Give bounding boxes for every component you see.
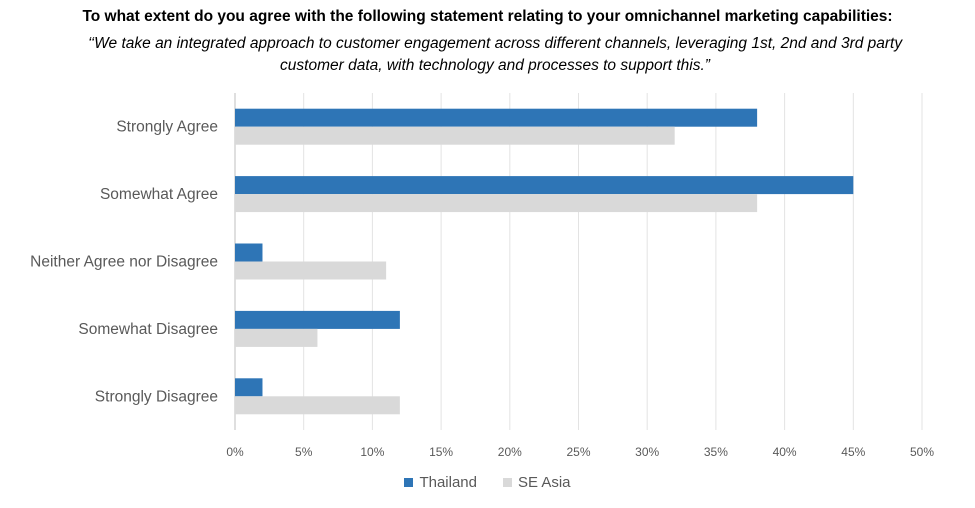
bar-se-asia xyxy=(235,261,387,280)
bar-thailand xyxy=(235,378,263,397)
category-label: Somewhat Agree xyxy=(100,186,218,203)
legend-item-se-asia[interactable]: SE Asia xyxy=(503,474,571,491)
x-tick-label: 40% xyxy=(773,445,797,459)
x-tick-label: 15% xyxy=(429,445,453,459)
category-label: Neither Agree nor Disagree xyxy=(30,254,218,271)
category-label: Somewhat Disagree xyxy=(78,321,218,338)
x-tick-label: 30% xyxy=(635,445,659,459)
chart-title: To what extent do you agree with the fol… xyxy=(82,8,893,25)
legend: Thailand SE Asia xyxy=(0,474,975,491)
bar-se-asia xyxy=(235,194,758,213)
category-label: Strongly Agree xyxy=(116,119,218,136)
x-tick-label: 45% xyxy=(841,445,865,459)
bar-se-asia xyxy=(235,126,675,145)
x-tick-label: 5% xyxy=(295,445,313,459)
chart-subtitle: ‘‘We take an integrated approach to cust… xyxy=(87,35,903,74)
x-tick-label: 0% xyxy=(226,445,244,459)
x-tick-label: 25% xyxy=(566,445,590,459)
x-tick-label: 35% xyxy=(704,445,728,459)
bar-thailand xyxy=(235,108,758,127)
bar-thailand xyxy=(235,176,854,195)
x-tick-label: 10% xyxy=(360,445,384,459)
bar-thailand xyxy=(235,310,400,329)
legend-item-thailand[interactable]: Thailand xyxy=(404,474,477,491)
bar-thailand xyxy=(235,243,263,262)
category-label: Strongly Disagree xyxy=(95,388,218,405)
legend-swatch xyxy=(503,478,512,487)
bar-se-asia xyxy=(235,328,318,347)
x-tick-label: 20% xyxy=(498,445,522,459)
legend-swatch xyxy=(404,478,414,487)
legend-label: Thailand xyxy=(419,474,477,491)
legend-label: SE Asia xyxy=(518,474,571,491)
bar-se-asia xyxy=(235,396,400,415)
x-tick-label: 50% xyxy=(910,445,934,459)
